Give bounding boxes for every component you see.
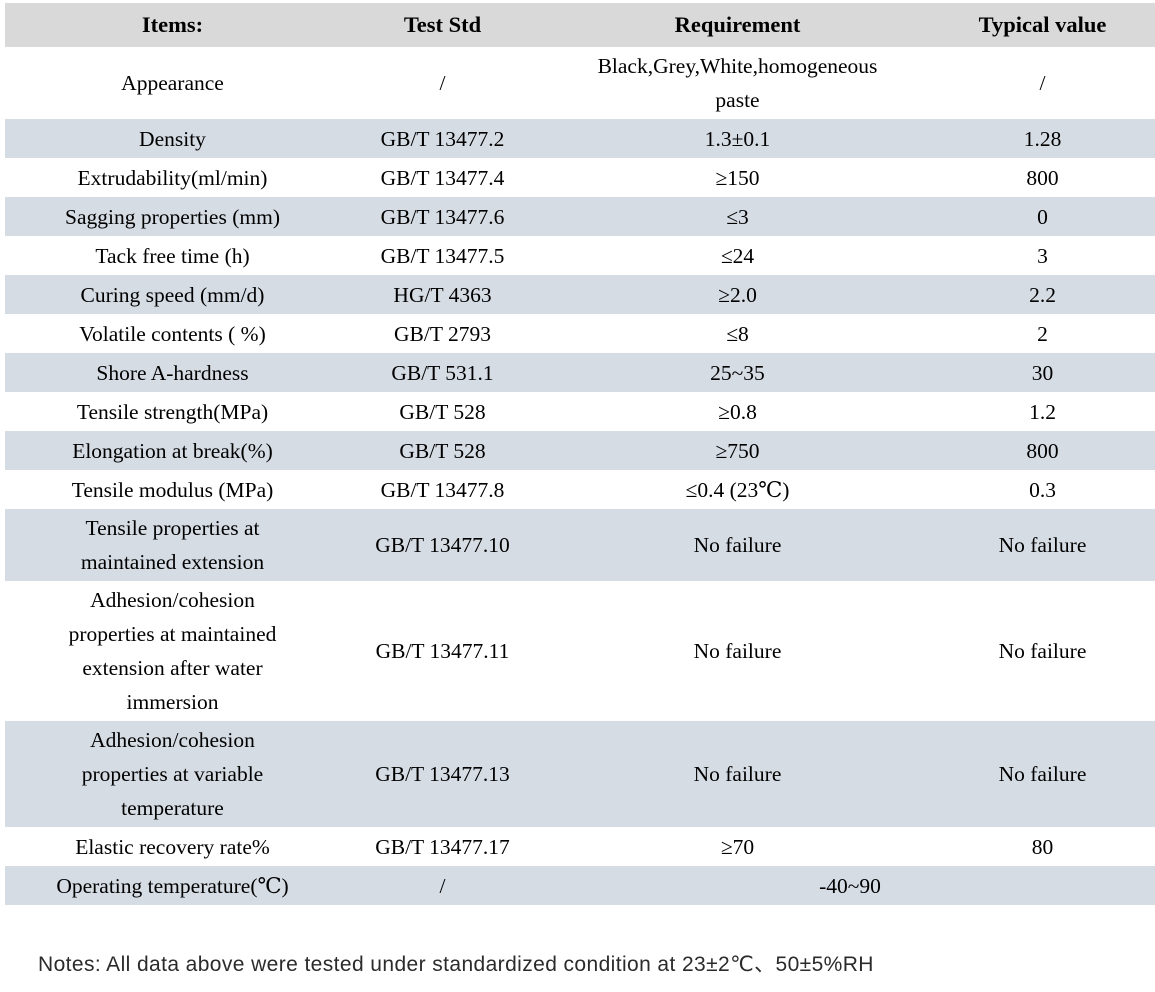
- table-cell: HG/T 4363: [340, 275, 545, 314]
- table-cell: GB/T 13477.10: [340, 509, 545, 581]
- table-row: Adhesion/cohesion properties at variable…: [5, 721, 1155, 827]
- table-cell: GB/T 13477.8: [340, 470, 545, 509]
- notes-text: Notes: All data above were tested under …: [38, 953, 874, 976]
- table-cell: Elongation at break(%): [5, 431, 340, 470]
- header-row: Items: Test Std Requirement Typical value: [5, 3, 1155, 47]
- table-cell: Appearance: [5, 47, 340, 119]
- table-cell: GB/T 13477.11: [340, 581, 545, 721]
- table-cell: ≤24: [545, 236, 930, 275]
- table-row: Elongation at break(%) GB/T 528 ≥750 800: [5, 431, 1155, 470]
- table-row: Appearance / Black,Grey,White,homogeneous …: [5, 47, 1155, 119]
- table-cell: ≥2.0: [545, 275, 930, 314]
- table-cell: GB/T 13477.13: [340, 721, 545, 827]
- table-cell: 1.2: [930, 392, 1155, 431]
- table-cell: Tensile properties at maintained extensi…: [5, 509, 340, 581]
- table-cell: Extrudability(ml/min): [5, 158, 340, 197]
- table-row: Adhesion/cohesion properties at maintain…: [5, 581, 1155, 721]
- spec-table-container: Items: Test Std Requirement Typical value A…: [5, 3, 1155, 905]
- table-cell: 0: [930, 197, 1155, 236]
- table-cell: ≤8: [545, 314, 930, 353]
- table-row: Extrudability(ml/min) GB/T 13477.4 ≥150 800: [5, 158, 1155, 197]
- table-cell: 25~35: [545, 353, 930, 392]
- table-cell: Density: [5, 119, 340, 158]
- table-cell: Black,Grey,White,homogeneous paste: [545, 47, 930, 119]
- table-cell: Volatile contents ( %): [5, 314, 340, 353]
- table-cell: ≤3: [545, 197, 930, 236]
- table-cell: No failure: [545, 721, 930, 827]
- table-cell: 3: [930, 236, 1155, 275]
- table-row: Tack free time (h) GB/T 13477.5 ≤24 3: [5, 236, 1155, 275]
- table-cell: GB/T 13477.4: [340, 158, 545, 197]
- table-cell: Tack free time (h): [5, 236, 340, 275]
- table-cell: Tensile modulus (MPa): [5, 470, 340, 509]
- table-row: Density GB/T 13477.2 1.3±0.1 1.28: [5, 119, 1155, 158]
- table-row: Volatile contents ( %) GB/T 2793 ≤8 2: [5, 314, 1155, 353]
- table-cell: ≥0.8: [545, 392, 930, 431]
- table-cell: 80: [930, 827, 1155, 866]
- table-body: Appearance / Black,Grey,White,homogeneous …: [5, 47, 1155, 905]
- table-row: Tensile strength(MPa) GB/T 528 ≥0.8 1.2: [5, 392, 1155, 431]
- table-cell: Adhesion/cohesion properties at variable…: [5, 721, 340, 827]
- table-cell: 2.2: [930, 275, 1155, 314]
- table-cell: Operating temperature(℃): [5, 866, 340, 905]
- table-cell: Curing speed (mm/d): [5, 275, 340, 314]
- column-header: Typical value: [930, 3, 1155, 47]
- table-cell: GB/T 531.1: [340, 353, 545, 392]
- table-cell: 1.28: [930, 119, 1155, 158]
- table-cell: No failure: [930, 509, 1155, 581]
- table-cell: 2: [930, 314, 1155, 353]
- column-header: Requirement: [545, 3, 930, 47]
- table-cell: ≥70: [545, 827, 930, 866]
- table-cell: GB/T 528: [340, 431, 545, 470]
- table-cell: GB/T 528: [340, 392, 545, 431]
- column-header: Test Std: [340, 3, 545, 47]
- column-header: Items:: [5, 3, 340, 47]
- table-row: Sagging properties (mm) GB/T 13477.6 ≤3 0: [5, 197, 1155, 236]
- table-cell: No failure: [545, 509, 930, 581]
- table-cell: Shore A-hardness: [5, 353, 340, 392]
- table-cell: Tensile strength(MPa): [5, 392, 340, 431]
- table-cell: Adhesion/cohesion properties at maintain…: [5, 581, 340, 721]
- table-row: Shore A-hardness GB/T 531.1 25~35 30: [5, 353, 1155, 392]
- table-row: Elastic recovery rate% GB/T 13477.17 ≥70 80: [5, 827, 1155, 866]
- table-cell: ≤0.4 (23℃): [545, 470, 930, 509]
- table-row: Tensile modulus (MPa) GB/T 13477.8 ≤0.4 (2…: [5, 470, 1155, 509]
- table-cell: 800: [930, 431, 1155, 470]
- table-cell: ≥750: [545, 431, 930, 470]
- table-cell: 0.3: [930, 470, 1155, 509]
- table-cell: /: [930, 47, 1155, 119]
- table-header: Items: Test Std Requirement Typical value: [5, 3, 1155, 47]
- table-row: Tensile properties at maintained extensi…: [5, 509, 1155, 581]
- table-cell: ≥150: [545, 158, 930, 197]
- table-cell: No failure: [930, 721, 1155, 827]
- table-cell: GB/T 2793: [340, 314, 545, 353]
- table-cell: Sagging properties (mm): [5, 197, 340, 236]
- table-cell: 1.3±0.1: [545, 119, 930, 158]
- table-cell: GB/T 13477.6: [340, 197, 545, 236]
- spec-table: Items: Test Std Requirement Typical value A…: [5, 3, 1155, 905]
- table-cell: /: [340, 47, 545, 119]
- table-cell: Elastic recovery rate%: [5, 827, 340, 866]
- table-cell: /: [340, 866, 545, 905]
- table-row: Curing speed (mm/d) HG/T 4363 ≥2.0 2.2: [5, 275, 1155, 314]
- table-cell: No failure: [930, 581, 1155, 721]
- table-cell: No failure: [545, 581, 930, 721]
- table-cell: GB/T 13477.2: [340, 119, 545, 158]
- table-cell: -40~90: [545, 866, 1155, 905]
- table-cell: GB/T 13477.17: [340, 827, 545, 866]
- table-cell: 800: [930, 158, 1155, 197]
- table-row: Operating temperature(℃) / -40~90: [5, 866, 1155, 905]
- table-cell: GB/T 13477.5: [340, 236, 545, 275]
- table-cell: 30: [930, 353, 1155, 392]
